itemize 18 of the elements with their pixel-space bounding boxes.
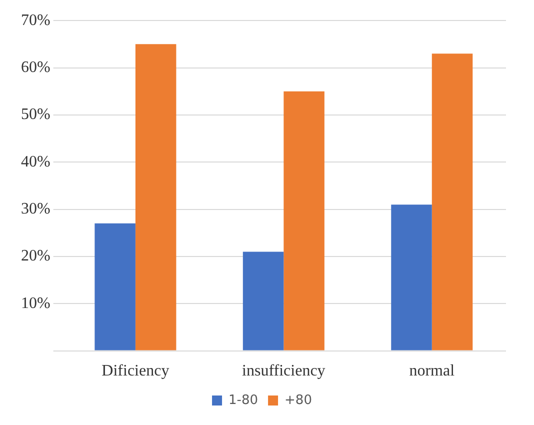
y-tick-label: 10% bbox=[21, 294, 50, 312]
y-tick-label: 40% bbox=[21, 153, 50, 170]
bar bbox=[432, 54, 473, 350]
bar bbox=[135, 44, 176, 350]
bar bbox=[242, 252, 284, 350]
y-tick-label: 70% bbox=[21, 12, 50, 29]
legend-label: +80 bbox=[284, 392, 312, 408]
x-tick-label: Dificiency bbox=[102, 362, 170, 380]
y-tick-label: 60% bbox=[21, 58, 50, 76]
y-tick-label: 20% bbox=[21, 248, 50, 265]
y-tick-label: 30% bbox=[21, 200, 50, 218]
x-tick-label: normal bbox=[409, 362, 456, 380]
x-tick-label: insufficiency bbox=[242, 362, 326, 380]
bar bbox=[94, 223, 136, 350]
y-tick-label: 50% bbox=[21, 106, 50, 124]
bar bbox=[284, 91, 324, 350]
legend-label: 1-80 bbox=[228, 392, 258, 408]
bar bbox=[391, 204, 432, 350]
